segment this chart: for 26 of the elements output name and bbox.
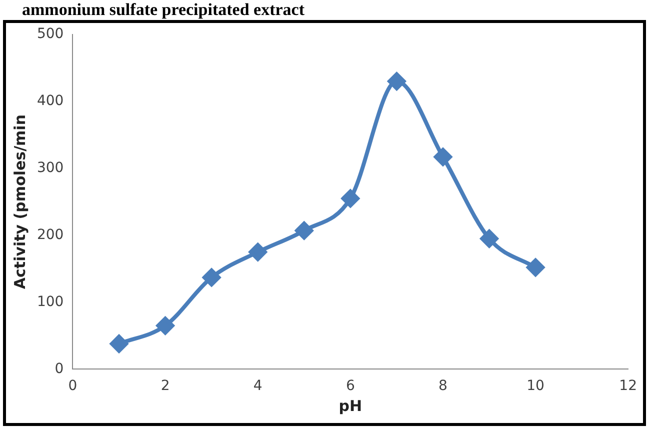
point bbox=[295, 222, 314, 240]
x-tick-label: 0 bbox=[68, 378, 78, 394]
x-tick-label: 2 bbox=[160, 378, 170, 394]
point bbox=[388, 72, 406, 90]
x-tick-label: 8 bbox=[438, 378, 448, 394]
x-tick-label: 10 bbox=[526, 378, 544, 394]
point bbox=[341, 189, 360, 208]
y-axis-title: Activity (pmoles/min bbox=[10, 114, 29, 290]
point bbox=[110, 334, 128, 353]
y-tick-label: 200 bbox=[36, 226, 64, 243]
point bbox=[526, 258, 545, 276]
x-tick-label: 12 bbox=[619, 378, 638, 394]
point bbox=[480, 230, 498, 248]
point bbox=[434, 148, 452, 166]
point bbox=[202, 268, 221, 286]
y-tick-label: 400 bbox=[36, 93, 64, 109]
chart-title: ammonium sulfate precipitated extract bbox=[22, 0, 304, 20]
point bbox=[156, 316, 174, 335]
y-tick-label: 100 bbox=[36, 294, 64, 310]
x-tick-label: 6 bbox=[346, 378, 355, 394]
y-tick-label: 0 bbox=[54, 360, 64, 377]
x-axis-title: pH bbox=[338, 396, 362, 415]
y-tick-label: 500 bbox=[36, 26, 64, 42]
x-tick-label: 4 bbox=[253, 378, 262, 394]
y-tick-label: 300 bbox=[36, 160, 64, 176]
point bbox=[248, 243, 267, 262]
